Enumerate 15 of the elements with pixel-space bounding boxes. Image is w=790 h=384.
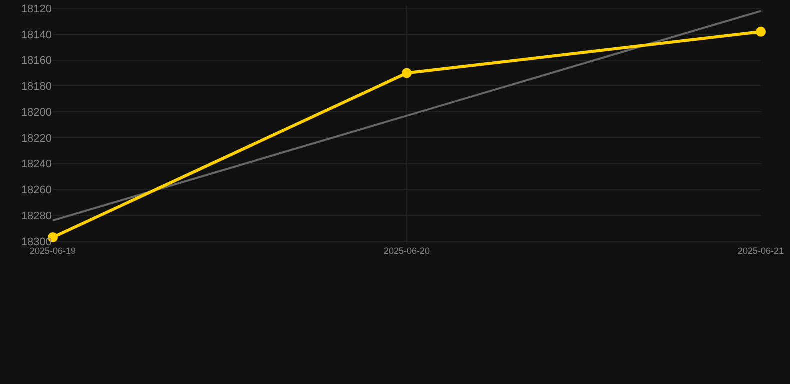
y-tick-label: 18280 — [21, 210, 52, 222]
x-tick-label: 2025-06-20 — [384, 246, 430, 256]
x-tick-label: 2025-06-21 — [738, 246, 784, 256]
y-tick-label: 18160 — [21, 55, 52, 68]
y-tick-label: 18300 — [21, 236, 52, 248]
y-tick-label: 18120 — [21, 3, 52, 16]
y-tick-label: 18220 — [21, 132, 52, 145]
y-tick-label: 18180 — [21, 81, 52, 94]
y-tick-label: 18260 — [21, 184, 52, 197]
y-tick-label: 18240 — [21, 158, 52, 171]
x-tick-label: 2025-06-19 — [30, 246, 76, 256]
y-tick-label: 18200 — [21, 106, 52, 119]
point — [402, 68, 412, 78]
y-tick-label: 18140 — [21, 29, 52, 42]
point — [756, 26, 766, 37]
